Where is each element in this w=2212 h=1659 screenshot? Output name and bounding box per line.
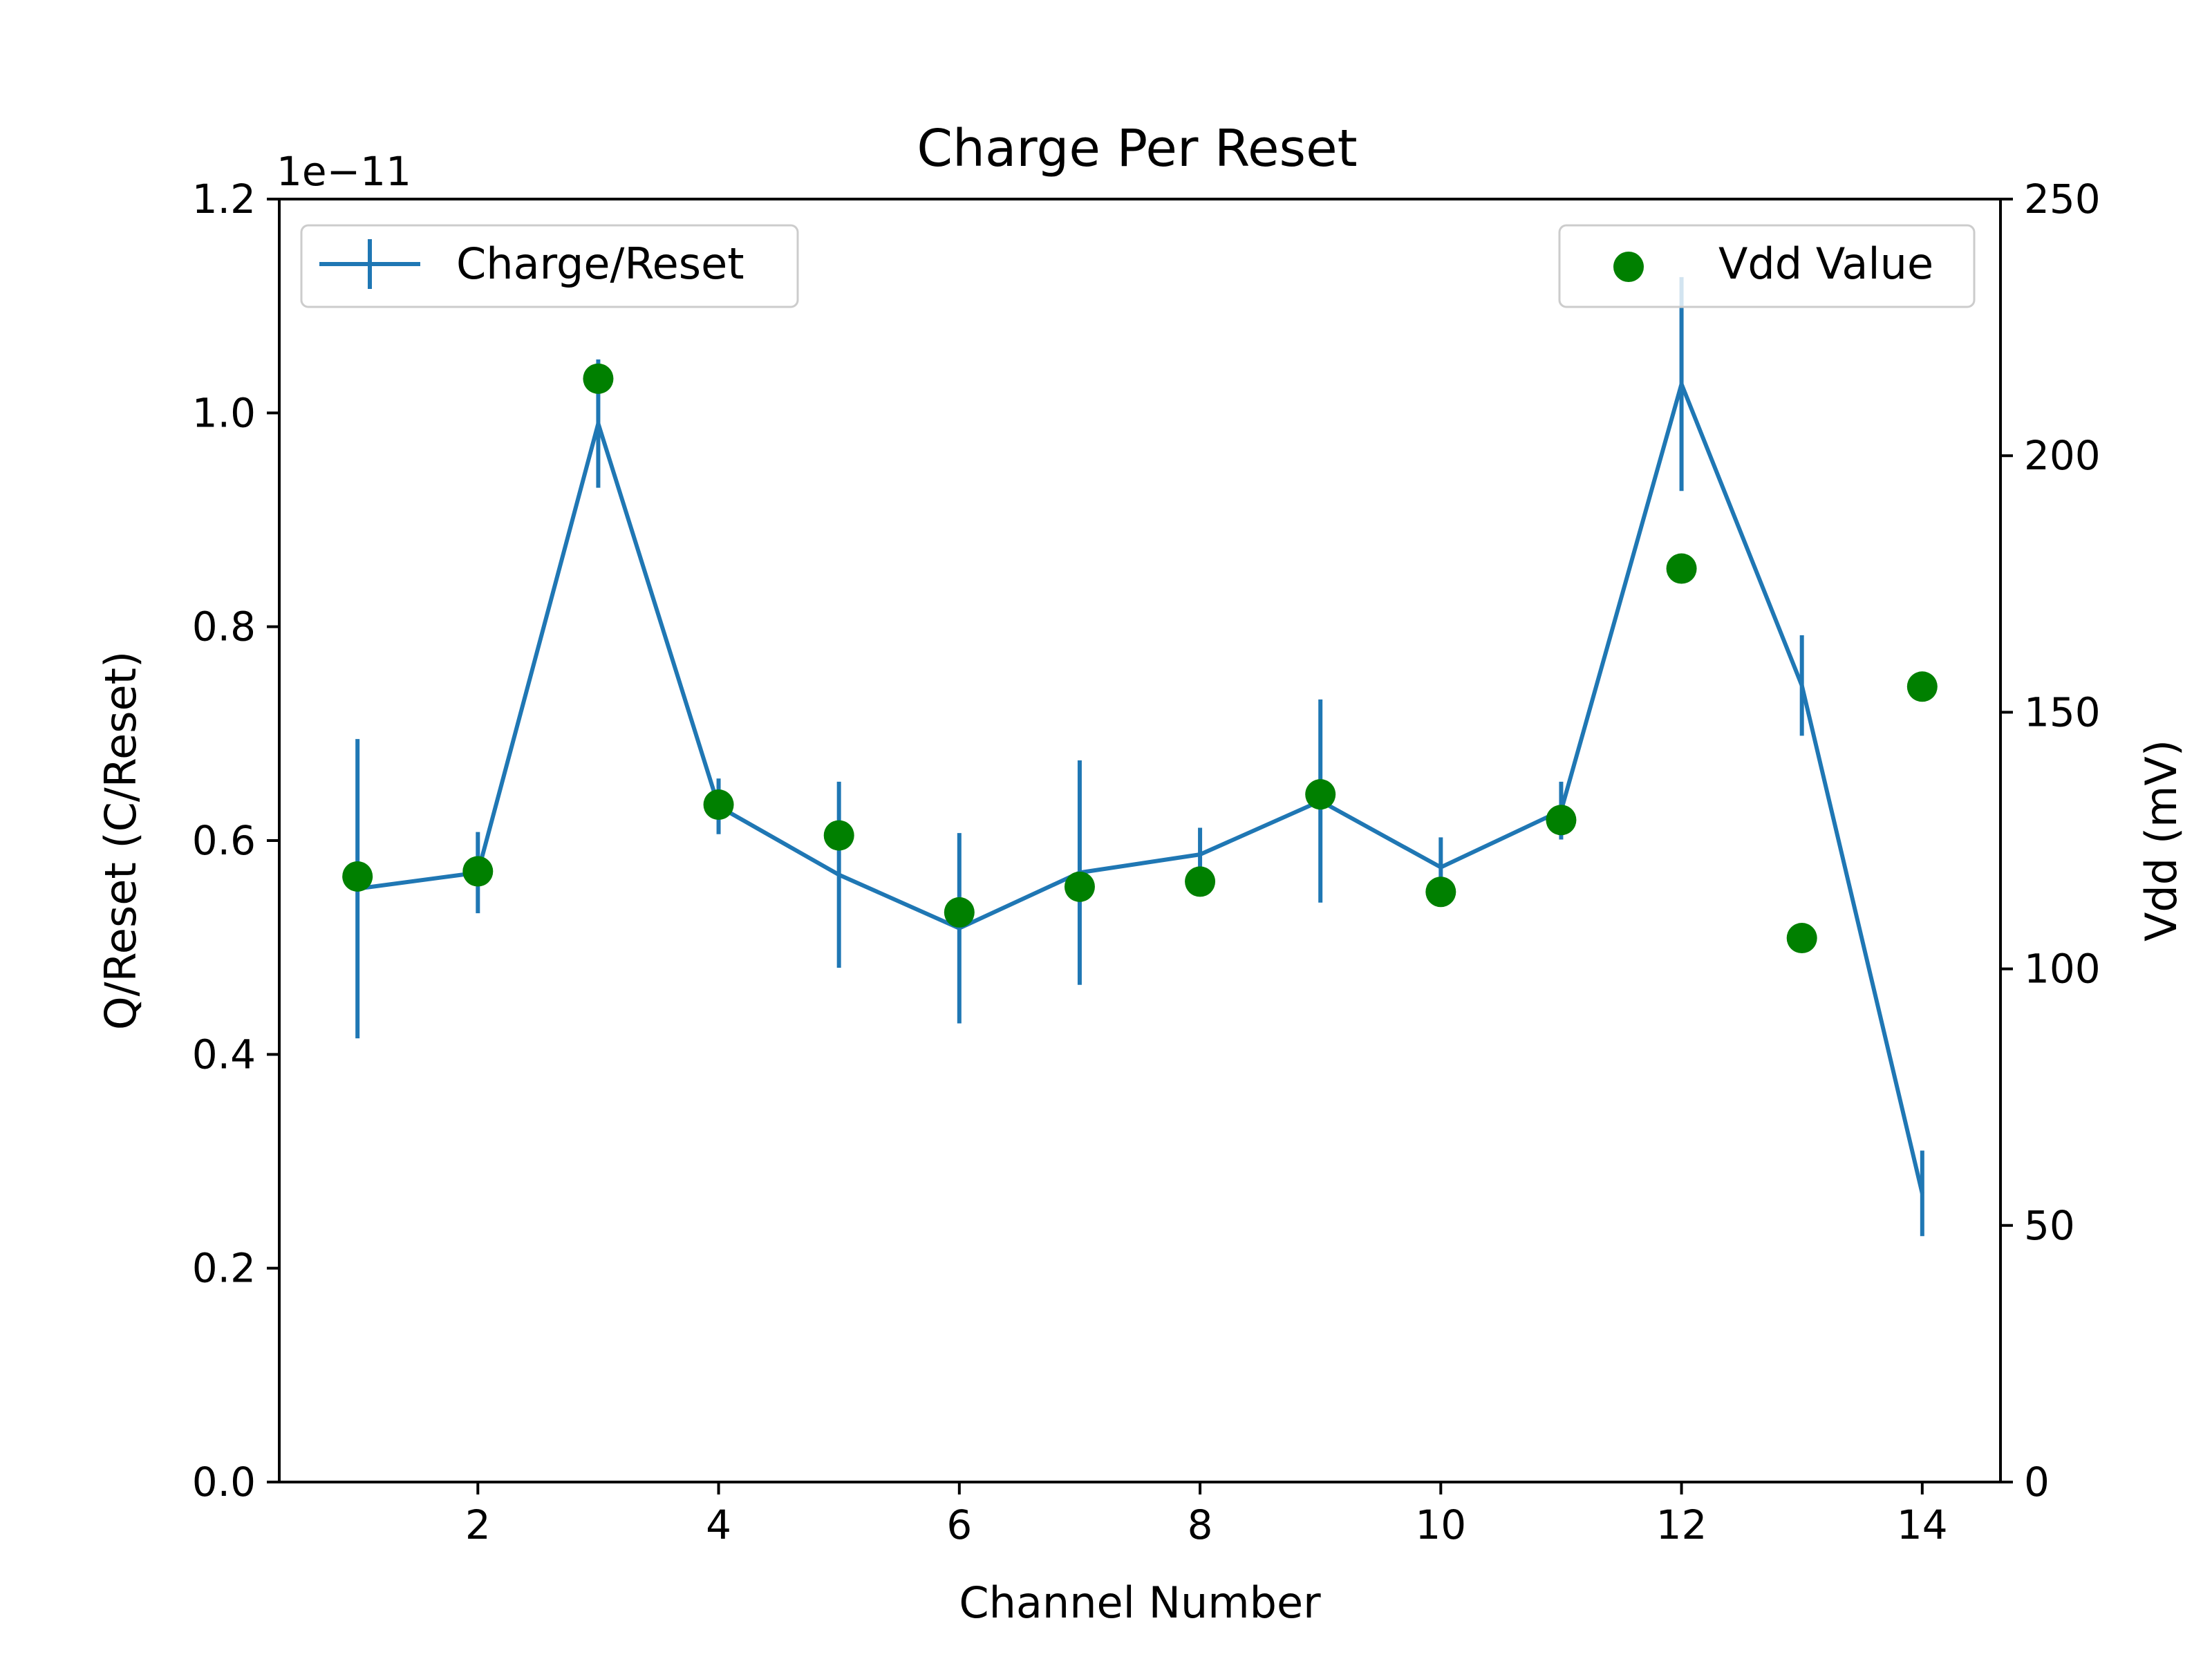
y-axis-label: Q/Reset (C/Reset) bbox=[95, 651, 146, 1030]
legend-charge-reset: Charge/Reset bbox=[300, 224, 799, 308]
y2-tick-label: 250 bbox=[2024, 176, 2101, 223]
y2-tick-label: 150 bbox=[2024, 688, 2101, 735]
legend-charge-reset-label: Charge/Reset bbox=[456, 238, 744, 289]
x-tick-label: 2 bbox=[465, 1501, 491, 1548]
vdd-value-point bbox=[703, 789, 734, 821]
legend-vdd-value-box bbox=[1558, 224, 1976, 308]
y-tick-label: 0.2 bbox=[192, 1245, 256, 1292]
vdd-value-point bbox=[583, 363, 614, 394]
legend-vdd-value-marker bbox=[1613, 252, 1644, 282]
vdd-value-point bbox=[823, 820, 854, 851]
y2-tick-label: 50 bbox=[2024, 1202, 2075, 1249]
vdd-value-point bbox=[1064, 871, 1095, 902]
legend-vdd-value-label: Vdd Value bbox=[1718, 238, 1933, 289]
vdd-value-point bbox=[1786, 923, 1817, 954]
vdd-value-point bbox=[1185, 866, 1216, 897]
y-offset-text: 1e−11 bbox=[276, 148, 411, 195]
charge-reset-line bbox=[357, 382, 1924, 1194]
plot-area bbox=[342, 276, 1938, 1237]
y-tick-label: 0.6 bbox=[192, 817, 256, 864]
y-tick-label: 1.2 bbox=[192, 176, 256, 223]
y-tick-label: 0.0 bbox=[192, 1459, 256, 1506]
vdd-value-point bbox=[462, 856, 494, 887]
legend-charge-reset-box bbox=[300, 224, 799, 308]
vdd-value-point bbox=[1425, 877, 1456, 908]
vdd-value-point bbox=[1666, 553, 1697, 584]
vdd-value-point bbox=[1906, 671, 1938, 702]
y-tick-label: 0.4 bbox=[192, 1031, 256, 1078]
chart-title: Charge Per Reset bbox=[917, 119, 1357, 178]
plot-frame bbox=[278, 198, 2002, 1483]
vdd-value-point bbox=[944, 897, 975, 928]
x-axis-label: Channel Number bbox=[959, 1577, 1321, 1628]
y2-axis-label: Vdd (mV) bbox=[2136, 740, 2186, 941]
y-axis-left: 0.0 0.2 0.4 0.6 0.8 1.0 1.2 bbox=[192, 176, 279, 1506]
y-tick-label: 1.0 bbox=[192, 389, 256, 436]
x-tick-label: 8 bbox=[1188, 1501, 1213, 1548]
x-tick-label: 4 bbox=[706, 1501, 731, 1548]
y2-tick-label: 200 bbox=[2024, 432, 2101, 479]
x-tick-label: 6 bbox=[946, 1501, 972, 1548]
x-tick-label: 14 bbox=[1897, 1501, 1948, 1548]
x-tick-label: 10 bbox=[1415, 1501, 1466, 1548]
x-axis: 2 4 6 8 10 12 14 bbox=[465, 1482, 1948, 1548]
y2-tick-label: 0 bbox=[2024, 1459, 2050, 1506]
vdd-value-point bbox=[1546, 805, 1577, 836]
y-tick-label: 0.8 bbox=[192, 603, 256, 650]
vdd-value-point bbox=[1305, 779, 1336, 810]
vdd-value-point bbox=[342, 861, 373, 892]
x-tick-label: 12 bbox=[1656, 1501, 1707, 1548]
legend-vdd-value: Vdd Value bbox=[1558, 224, 1976, 308]
y-axis-right: 0 50 100 150 200 250 bbox=[2000, 176, 2101, 1506]
y2-tick-label: 100 bbox=[2024, 946, 2101, 993]
